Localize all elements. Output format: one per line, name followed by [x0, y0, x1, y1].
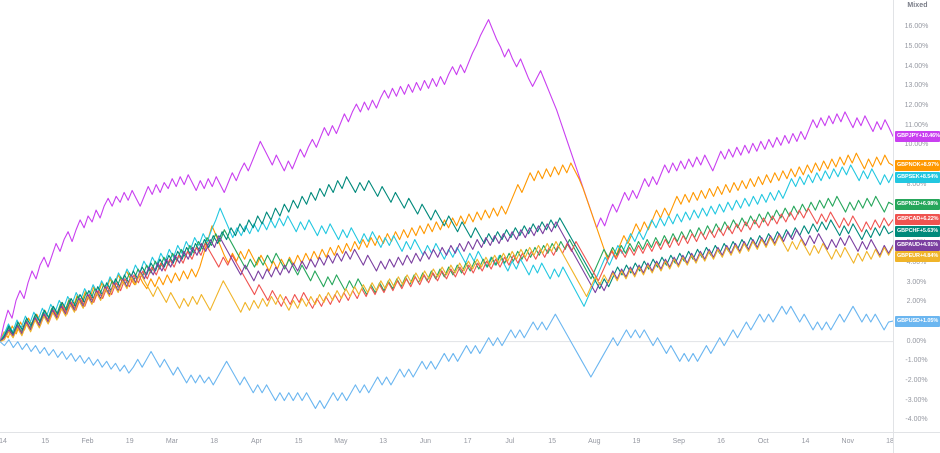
price-axis-tick: 3.00% — [906, 278, 927, 286]
time-axis-tick: Jul — [505, 438, 515, 445]
price-tag-gbpjpy[interactable]: GBPJPY +10.46% — [895, 130, 940, 142]
price-tag-value: +1.05% — [919, 317, 939, 324]
time-axis-tick: Nov — [841, 438, 854, 445]
price-tag-gbpchf[interactable]: GBPCHF +5.63% — [895, 225, 940, 237]
price-tag-value: +6.98% — [919, 201, 938, 208]
time-axis[interactable]: 14 15 Feb 19 Mar 18 Apr 15 May 13 Jun 17 Jul 15 Aug 19 S… — [0, 432, 940, 453]
price-tag-gbpeur[interactable]: GBPEUR +4.84% — [895, 251, 940, 263]
price-tag-value: +8.97% — [920, 162, 939, 169]
time-axis-tick: May — [334, 438, 348, 445]
time-axis-tick: Mar — [165, 438, 178, 445]
price-tag-gbpsek[interactable]: GBPSEK +8.54% — [895, 171, 940, 183]
price-axis-header: Mixed — [907, 2, 928, 9]
price-tag-gbpusd[interactable]: GBPUSD +1.05% — [895, 315, 940, 327]
time-axis-tick: 15 — [294, 438, 303, 445]
time-axis-tick: 19 — [125, 438, 134, 445]
price-tag-value: +10.46% — [918, 132, 940, 139]
series-line-gbpjpy[interactable] — [0, 19, 893, 343]
price-axis-tick: 11.00% — [904, 121, 929, 129]
time-axis-tick: Apr — [250, 438, 262, 445]
series-line-gbpeur[interactable] — [0, 235, 893, 343]
price-axis-tick: -2.00% — [905, 376, 928, 384]
time-axis-tick: 14 — [801, 438, 810, 445]
price-tag-gbpnzd[interactable]: GBPNZD +6.98% — [895, 199, 940, 211]
price-axis-tick: -3.00% — [905, 396, 928, 404]
price-tag-value: +8.54% — [919, 173, 938, 180]
time-axis-tick: 19 — [632, 438, 641, 445]
series-line-gbpusd[interactable] — [0, 305, 893, 409]
time-axis-tick: 18 — [886, 438, 894, 445]
price-axis-tick: 0.00% — [906, 337, 927, 345]
price-tag-value: +4.84% — [919, 253, 939, 260]
price-tag-symbol: GBPSEK — [897, 173, 920, 180]
series-line-gbpnok[interactable] — [0, 152, 893, 343]
price-tag-gbpaud[interactable]: GBPAUD +4.91% — [895, 239, 940, 251]
time-axis-tick: Sep — [672, 438, 686, 445]
price-tag-gbpnok[interactable]: GBPNOK +8.97% — [895, 160, 940, 172]
time-axis-tick: 14 — [0, 438, 7, 445]
price-tag-symbol: GBPAUD — [897, 241, 920, 248]
price-axis-tick: 16.00% — [904, 23, 929, 31]
price-tag-value: +4.91% — [919, 241, 939, 248]
time-axis-tick: Feb — [81, 438, 94, 445]
time-axis-tick: 18 — [210, 438, 219, 445]
price-tag-symbol: GBPEUR — [897, 253, 920, 260]
series-line-gbpcad[interactable] — [0, 207, 893, 343]
price-tag-symbol: GBPNOK — [897, 162, 921, 169]
price-axis-tick: -4.00% — [905, 416, 928, 424]
time-axis-tick: 15 — [548, 438, 556, 445]
price-tag-symbol: GBPNZD — [897, 201, 920, 208]
time-axis-tick: Jun — [419, 438, 432, 445]
price-axis-tick: 13.00% — [904, 82, 929, 90]
price-axis-tick: -1.00% — [905, 357, 928, 365]
price-axis-tick: 12.00% — [904, 102, 929, 110]
price-axis[interactable]: Mixed 16.00% 15.00% 14.00% 13.00% 12.00% 11.0… — [893, 0, 940, 432]
time-axis-tick: Oct — [757, 438, 769, 445]
time-axis-tick: Aug — [588, 438, 601, 445]
price-tag-symbol: GBPCAD — [897, 216, 921, 223]
chart-plot-area[interactable] — [0, 0, 893, 432]
price-axis-tick: 2.00% — [906, 298, 927, 306]
time-axis-tick: 15 — [41, 438, 50, 445]
axis-corner — [893, 433, 940, 453]
price-tag-symbol: GBPJPY — [897, 132, 919, 139]
price-axis-tick: 8.00% — [906, 180, 927, 188]
price-tag-value: +6.22% — [920, 216, 939, 223]
chart-canvas — [0, 19, 893, 409]
price-axis-tick: 10.00% — [904, 141, 929, 149]
price-axis-tick: 15.00% — [904, 43, 929, 51]
time-axis-tick: 17 — [463, 438, 472, 445]
price-axis-tick: 14.00% — [904, 62, 929, 70]
price-tag-symbol: GBPUSD — [897, 317, 920, 324]
series-line-gbpaud[interactable] — [0, 221, 893, 343]
price-tag-gbpcad[interactable]: GBPCAD +6.22% — [895, 214, 940, 226]
time-axis-tick: 16 — [717, 438, 725, 445]
price-tag-value: +5.63% — [919, 227, 938, 234]
price-tag-symbol: GBPCHF — [897, 227, 920, 234]
price-axis-tick: 4.00% — [906, 259, 927, 267]
time-axis-tick: 13 — [379, 438, 388, 445]
